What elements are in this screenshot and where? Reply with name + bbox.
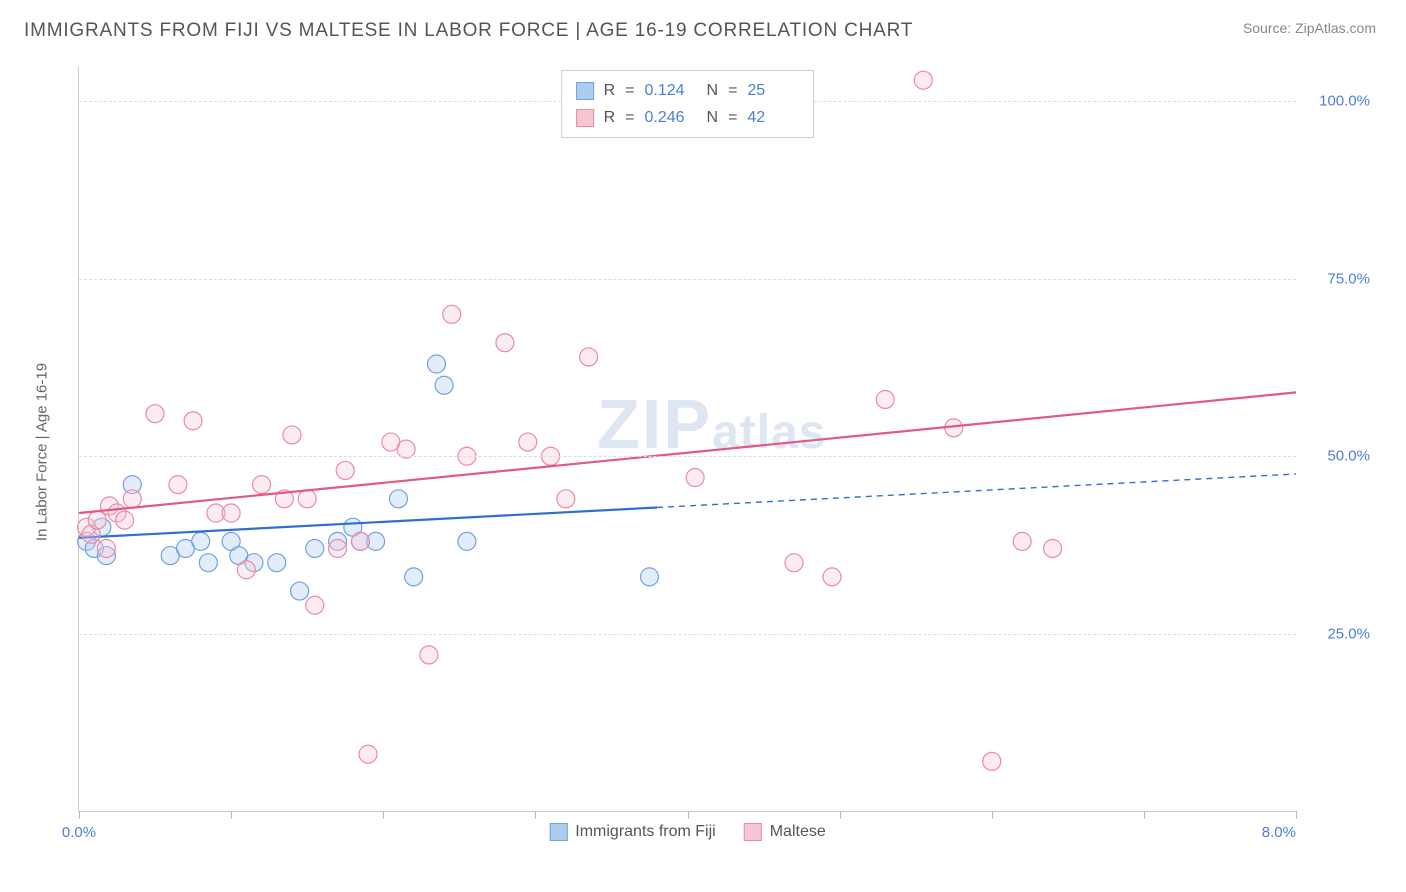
legend-swatch-maltese bbox=[576, 109, 594, 127]
scatter-point-maltese bbox=[519, 433, 537, 451]
scatter-point-fiji bbox=[192, 532, 210, 550]
legend-stats-box: R = 0.124 N = 25 R = 0.246 N = 42 bbox=[561, 70, 815, 138]
scatter-point-maltese bbox=[146, 405, 164, 423]
legend-swatch-fiji bbox=[549, 823, 567, 841]
scatter-point-fiji bbox=[458, 532, 476, 550]
trend-line-ext-fiji bbox=[657, 474, 1296, 508]
legend-item-maltese: Maltese bbox=[744, 823, 826, 841]
scatter-point-maltese bbox=[443, 305, 461, 323]
plot-region: ZIPatlas R = 0.124 N = 25 R = 0.246 N = … bbox=[78, 66, 1296, 812]
stat-eq: = bbox=[728, 77, 737, 104]
scatter-point-maltese bbox=[298, 490, 316, 508]
scatter-point-maltese bbox=[785, 554, 803, 572]
scatter-point-maltese bbox=[686, 469, 704, 487]
scatter-point-maltese bbox=[116, 511, 134, 529]
y-axis-title: In Labor Force | Age 16-19 bbox=[34, 363, 51, 541]
stat-eq: = bbox=[728, 104, 737, 131]
scatter-point-maltese bbox=[123, 490, 141, 508]
header-row: IMMIGRANTS FROM FIJI VS MALTESE IN LABOR… bbox=[0, 0, 1406, 50]
stat-n-label: N bbox=[707, 77, 719, 104]
scatter-svg bbox=[79, 66, 1296, 811]
legend-swatch-maltese bbox=[744, 823, 762, 841]
legend-label-fiji: Immigrants from Fiji bbox=[575, 823, 715, 841]
scatter-point-maltese bbox=[351, 532, 369, 550]
stat-r-label: R bbox=[604, 77, 616, 104]
legend-stats-row-maltese: R = 0.246 N = 42 bbox=[576, 104, 800, 131]
scatter-point-maltese bbox=[169, 476, 187, 494]
y-tick-label: 50.0% bbox=[1306, 448, 1370, 465]
scatter-point-maltese bbox=[222, 504, 240, 522]
stat-r-maltese: 0.246 bbox=[645, 104, 697, 131]
source-name: ZipAtlas.com bbox=[1295, 20, 1376, 36]
scatter-point-fiji bbox=[405, 568, 423, 586]
scatter-point-maltese bbox=[1013, 532, 1031, 550]
scatter-point-maltese bbox=[420, 646, 438, 664]
stat-n-maltese: 42 bbox=[747, 104, 799, 131]
stat-n-fiji: 25 bbox=[747, 77, 799, 104]
scatter-point-fiji bbox=[435, 376, 453, 394]
scatter-point-maltese bbox=[983, 752, 1001, 770]
scatter-point-maltese bbox=[237, 561, 255, 579]
trend-line-fiji bbox=[79, 508, 657, 538]
x-tick-label: 8.0% bbox=[1262, 824, 1296, 841]
y-tick-label: 25.0% bbox=[1306, 625, 1370, 642]
scatter-point-maltese bbox=[876, 390, 894, 408]
scatter-point-maltese bbox=[283, 426, 301, 444]
chart-area: In Labor Force | Age 16-19 ZIPatlas R = … bbox=[50, 60, 1376, 844]
legend-swatch-fiji bbox=[576, 82, 594, 100]
y-tick-label: 75.0% bbox=[1306, 270, 1370, 287]
scatter-point-maltese bbox=[580, 348, 598, 366]
scatter-point-fiji bbox=[291, 582, 309, 600]
scatter-point-fiji bbox=[640, 568, 658, 586]
legend-item-fiji: Immigrants from Fiji bbox=[549, 823, 715, 841]
stat-eq: = bbox=[625, 77, 634, 104]
scatter-point-maltese bbox=[184, 412, 202, 430]
scatter-point-maltese bbox=[914, 71, 932, 89]
scatter-point-maltese bbox=[359, 745, 377, 763]
source-label: Source: bbox=[1243, 20, 1291, 36]
source-attribution: Source: ZipAtlas.com bbox=[1243, 20, 1376, 36]
scatter-point-maltese bbox=[557, 490, 575, 508]
scatter-point-maltese bbox=[336, 461, 354, 479]
scatter-point-fiji bbox=[268, 554, 286, 572]
scatter-point-maltese bbox=[253, 476, 271, 494]
trend-line-maltese bbox=[79, 392, 1296, 513]
scatter-point-fiji bbox=[389, 490, 407, 508]
stat-r-fiji: 0.124 bbox=[645, 77, 697, 104]
scatter-point-fiji bbox=[199, 554, 217, 572]
y-tick-label: 100.0% bbox=[1306, 93, 1370, 110]
legend-stats-row-fiji: R = 0.124 N = 25 bbox=[576, 77, 800, 104]
chart-title: IMMIGRANTS FROM FIJI VS MALTESE IN LABOR… bbox=[24, 20, 913, 42]
stat-r-label: R bbox=[604, 104, 616, 131]
scatter-point-maltese bbox=[306, 596, 324, 614]
scatter-point-maltese bbox=[88, 511, 106, 529]
scatter-point-fiji bbox=[306, 539, 324, 557]
scatter-point-maltese bbox=[496, 334, 514, 352]
x-tick-label: 0.0% bbox=[62, 824, 96, 841]
legend-series-box: Immigrants from Fiji Maltese bbox=[549, 823, 825, 841]
scatter-point-fiji bbox=[427, 355, 445, 373]
legend-label-maltese: Maltese bbox=[770, 823, 826, 841]
stat-eq: = bbox=[625, 104, 634, 131]
stat-n-label: N bbox=[707, 104, 719, 131]
scatter-point-maltese bbox=[329, 539, 347, 557]
scatter-point-maltese bbox=[1044, 539, 1062, 557]
scatter-point-maltese bbox=[823, 568, 841, 586]
scatter-point-maltese bbox=[97, 539, 115, 557]
